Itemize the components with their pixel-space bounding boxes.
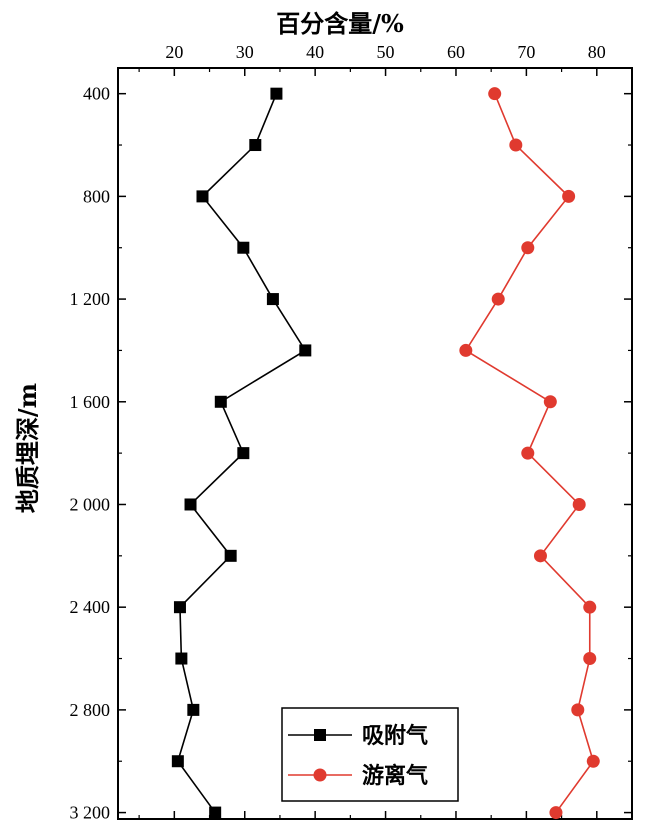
legend-box	[281, 707, 459, 802]
x-axis-title: 百分含量/%	[276, 9, 404, 38]
series-adsorbed-gas	[171, 87, 312, 819]
data-point-square	[266, 293, 279, 306]
data-point-circle	[533, 549, 547, 563]
x-tick-label: 50	[377, 42, 395, 62]
data-point-circle	[583, 600, 597, 614]
data-point-circle	[571, 703, 585, 717]
data-point-square	[184, 498, 197, 511]
data-point-circle	[488, 87, 502, 101]
y-tick-label: 2 000	[70, 494, 111, 514]
y-tick-label: 1 600	[70, 392, 111, 412]
legend-marker-square	[314, 729, 326, 741]
data-point-circle	[509, 138, 523, 152]
plot-frame	[117, 67, 633, 820]
data-point-circle	[586, 754, 600, 768]
y-tick-label: 1 200	[70, 289, 111, 309]
data-point-square	[196, 190, 209, 203]
data-point-circle	[459, 343, 473, 357]
legend-label: 吸附气	[362, 723, 428, 749]
data-point-circle	[562, 189, 576, 203]
x-tick-label: 40	[306, 42, 324, 62]
data-point-square	[171, 755, 184, 768]
data-point-circle	[521, 446, 535, 460]
legend-label: 游离气	[362, 763, 428, 789]
data-point-circle	[549, 806, 563, 820]
data-point-square	[249, 139, 262, 152]
data-point-square	[214, 395, 227, 408]
data-point-circle	[543, 395, 557, 409]
y-axis-title: 地质埋深/m	[13, 383, 42, 513]
x-tick-label: 80	[588, 42, 606, 62]
data-point-square	[175, 652, 188, 665]
data-point-circle	[572, 497, 586, 511]
data-point-circle	[491, 292, 505, 306]
x-tick-label: 20	[165, 42, 183, 62]
data-point-square	[209, 806, 222, 819]
data-point-square	[237, 447, 250, 460]
y-tick-label: 400	[83, 84, 110, 104]
x-tick-label: 60	[447, 42, 465, 62]
data-point-square	[270, 87, 283, 100]
data-point-square	[237, 241, 250, 254]
data-point-square	[299, 344, 312, 357]
data-point-square	[173, 601, 186, 614]
legend-marker-circle	[313, 768, 327, 782]
x-tick-label: 30	[236, 42, 254, 62]
y-tick-label: 2 800	[70, 700, 111, 720]
y-tick-label: 3 200	[70, 803, 111, 823]
data-point-circle	[521, 241, 535, 255]
y-tick-label: 2 400	[70, 597, 111, 617]
series-free-gas	[459, 87, 600, 820]
x-tick-label: 70	[517, 42, 535, 62]
data-point-square	[224, 549, 237, 562]
y-tick-label: 800	[83, 186, 110, 206]
data-point-circle	[583, 652, 597, 666]
data-point-square	[187, 703, 200, 716]
